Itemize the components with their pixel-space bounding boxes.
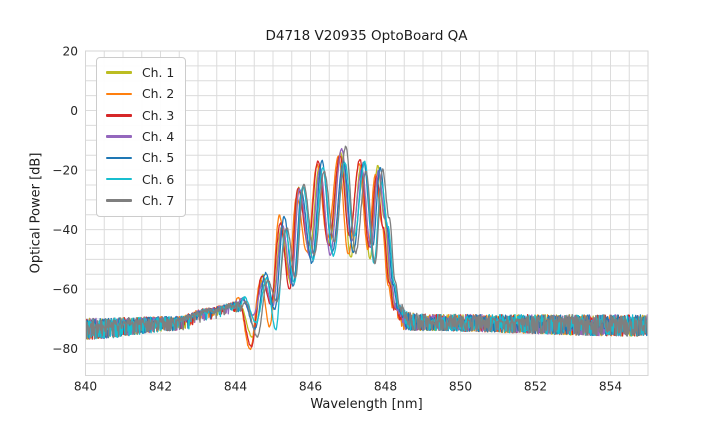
legend-label: Ch. 1 xyxy=(142,65,175,81)
y-axis-label: Optical Power [dB] xyxy=(28,152,44,274)
legend-entry: Ch. 2 xyxy=(106,83,174,104)
y-tick-label: −60 xyxy=(52,282,78,296)
x-tick-label: 852 xyxy=(524,380,547,394)
x-tick-label: 850 xyxy=(449,380,472,394)
plot-frame xyxy=(85,50,649,376)
x-tick-label: 848 xyxy=(374,380,397,394)
legend-entry: Ch. 7 xyxy=(106,190,174,211)
x-tick-label: 840 xyxy=(74,380,97,394)
legend-label: Ch. 5 xyxy=(142,150,175,166)
series-line-ch-7 xyxy=(85,145,648,340)
y-tick-label: −80 xyxy=(52,342,78,356)
x-tick-label: 854 xyxy=(599,380,623,394)
legend-line-swatch xyxy=(106,135,132,138)
x-axis-label: Wavelength [nm] xyxy=(310,397,423,412)
legend-label: Ch. 4 xyxy=(142,129,175,145)
legend-label: Ch. 2 xyxy=(142,86,175,102)
legend-label: Ch. 3 xyxy=(142,107,175,123)
legend-line-swatch xyxy=(106,199,132,202)
y-tick-label: −40 xyxy=(52,223,78,237)
legend-line-swatch xyxy=(106,113,132,117)
legend-entry: Ch. 5 xyxy=(106,147,174,168)
legend-entry: Ch. 3 xyxy=(106,105,174,126)
chart-title: D4718 V20935 OptoBoard QA xyxy=(265,28,468,44)
y-tick-label: 20 xyxy=(62,44,78,58)
legend-line-swatch xyxy=(106,71,132,74)
legend-label: Ch. 7 xyxy=(142,192,175,208)
x-tick-label: 842 xyxy=(149,380,172,394)
legend-line-swatch xyxy=(106,177,132,181)
tick-labels: 840 842 844 846 848 850 852 854 20 0 −20 −40 −60 −80 xyxy=(52,44,622,393)
x-tick-label: 844 xyxy=(224,380,248,394)
legend-label: Ch. 6 xyxy=(142,171,175,187)
legend-line-swatch xyxy=(106,156,132,160)
legend-line-swatch xyxy=(106,92,132,96)
x-tick-label: 846 xyxy=(299,380,322,394)
legend: Ch. 1 Ch. 2 Ch. 3 Ch. 4 Ch. 5 Ch. 6 Ch. 7 xyxy=(96,57,187,218)
series-lines xyxy=(85,145,648,351)
legend-entry: Ch. 4 xyxy=(106,126,174,147)
y-tick-label: −20 xyxy=(52,163,78,177)
legend-entry: Ch. 1 xyxy=(106,62,174,83)
legend-entry: Ch. 6 xyxy=(106,168,174,189)
y-tick-label: 0 xyxy=(70,104,78,118)
